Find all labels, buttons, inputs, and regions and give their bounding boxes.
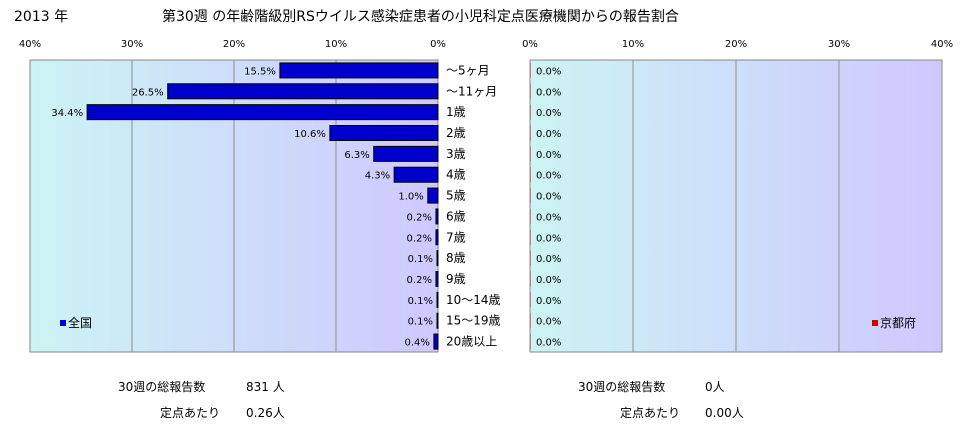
age-category-label: 9歳 xyxy=(446,272,466,286)
national-per-label: 定点あたり xyxy=(160,406,221,420)
kyoto-bar xyxy=(530,334,531,350)
national-bar xyxy=(373,145,439,162)
national-value-label: 1.0% xyxy=(398,192,423,203)
national-per-value: 0.26人 xyxy=(246,406,285,420)
national-bar xyxy=(435,271,439,287)
kyoto-legend-label: 京都府 xyxy=(880,315,916,330)
national-value-label: 0.2% xyxy=(407,275,432,286)
kyoto-value-label: 0.0% xyxy=(536,66,561,77)
kyoto-bar xyxy=(530,271,531,287)
national-value-label: 6.3% xyxy=(344,150,369,161)
national-total-value: 831 人 xyxy=(246,380,285,394)
national-bar xyxy=(435,229,439,246)
national-value-label: 15.5% xyxy=(244,66,276,77)
kyoto-bar xyxy=(530,146,531,162)
kyoto-bar xyxy=(530,229,531,245)
age-category-label: ～11ヶ月 xyxy=(446,84,497,98)
age-category-label: 20歳以上 xyxy=(446,335,497,349)
kyoto-bar xyxy=(530,125,531,141)
kyoto-value-label: 0.0% xyxy=(536,275,561,286)
kyoto-value-label: 0.0% xyxy=(536,212,561,223)
age-category-label: 6歳 xyxy=(446,209,466,223)
age-category-label: 2歳 xyxy=(446,126,466,140)
kyoto-value-label: 0.0% xyxy=(536,150,561,161)
kyoto-bar xyxy=(530,208,531,224)
national-bar xyxy=(436,291,439,308)
right-x-tick-label: 30% xyxy=(828,39,850,50)
right-x-tick-label: 20% xyxy=(725,39,747,50)
national-value-label: 0.1% xyxy=(408,296,433,307)
national-bar xyxy=(436,250,439,267)
national-bar xyxy=(433,333,439,350)
left-x-tick-label: 30% xyxy=(121,39,143,50)
kyoto-bar xyxy=(530,250,531,266)
kyoto-per-value: 0.00人 xyxy=(705,406,744,420)
kyoto-bar xyxy=(530,83,531,99)
kyoto-total-value: 0人 xyxy=(705,380,725,394)
national-bar xyxy=(436,312,439,329)
national-bar xyxy=(86,104,439,121)
kyoto-value-label: 0.0% xyxy=(536,108,561,119)
national-bar xyxy=(279,62,439,79)
age-category-label: 5歳 xyxy=(446,189,466,203)
national-value-label: 0.1% xyxy=(408,317,433,328)
kyoto-bar xyxy=(530,104,531,120)
national-bar xyxy=(167,83,439,100)
kyoto-value-label: 0.0% xyxy=(536,129,561,140)
kyoto-legend-swatch xyxy=(872,320,878,326)
kyoto-value-label: 0.0% xyxy=(536,338,561,349)
age-category-label: 7歳 xyxy=(446,230,466,244)
kyoto-per-label: 定点あたり xyxy=(620,406,681,420)
right-x-tick-label: 40% xyxy=(931,39,953,50)
age-category-label: 10～14歳 xyxy=(446,293,501,307)
left-x-tick-label: 0% xyxy=(430,39,446,50)
age-category-label: 4歳 xyxy=(446,168,466,182)
national-value-label: 0.2% xyxy=(407,233,432,244)
kyoto-bar xyxy=(530,167,531,183)
kyoto-value-label: 0.0% xyxy=(536,254,561,265)
kyoto-value-label: 0.0% xyxy=(536,317,561,328)
kyoto-total-label: 30週の総報告数 xyxy=(578,380,666,394)
kyoto-value-label: 0.0% xyxy=(536,233,561,244)
left-x-tick-label: 10% xyxy=(325,39,347,50)
kyoto-bar xyxy=(530,62,531,78)
kyoto-value-label: 0.0% xyxy=(536,87,561,98)
age-category-label: 15～19歳 xyxy=(446,314,501,328)
right-x-tick-label: 10% xyxy=(622,39,644,50)
kyoto-value-label: 0.0% xyxy=(536,296,561,307)
national-value-label: 26.5% xyxy=(132,87,164,98)
national-bar xyxy=(393,166,439,183)
left-x-tick-label: 20% xyxy=(223,39,245,50)
national-bar xyxy=(329,125,439,141)
national-bar xyxy=(435,208,439,225)
national-value-label: 4.3% xyxy=(365,171,390,182)
age-category-label: 8歳 xyxy=(446,251,466,265)
left-x-tick-label: 40% xyxy=(19,39,41,50)
right-x-tick-label: 0% xyxy=(522,39,538,50)
kyoto-bar xyxy=(530,313,531,329)
kyoto-bar xyxy=(530,292,531,308)
national-value-label: 0.4% xyxy=(405,338,430,349)
national-total-label: 30週の総報告数 xyxy=(118,380,206,394)
national-legend-swatch xyxy=(60,320,66,326)
national-legend-label: 全国 xyxy=(68,315,92,330)
age-category-label: 3歳 xyxy=(446,147,466,161)
year-label: 2013 年 xyxy=(14,9,69,25)
national-value-label: 34.4% xyxy=(51,108,83,119)
kyoto-bar xyxy=(530,188,531,204)
kyoto-value-label: 0.0% xyxy=(536,171,561,182)
national-bar xyxy=(427,187,439,204)
age-category-label: ～5ヶ月 xyxy=(446,63,490,77)
age-category-label: 1歳 xyxy=(446,105,466,119)
kyoto-value-label: 0.0% xyxy=(536,192,561,203)
national-value-label: 10.6% xyxy=(294,129,326,140)
chart-title: 第30週 の年齢階級別RSウイルス感染症患者の小児科定点医療機関からの報告割合 xyxy=(162,9,679,25)
national-value-label: 0.2% xyxy=(407,212,432,223)
national-value-label: 0.1% xyxy=(408,254,433,265)
